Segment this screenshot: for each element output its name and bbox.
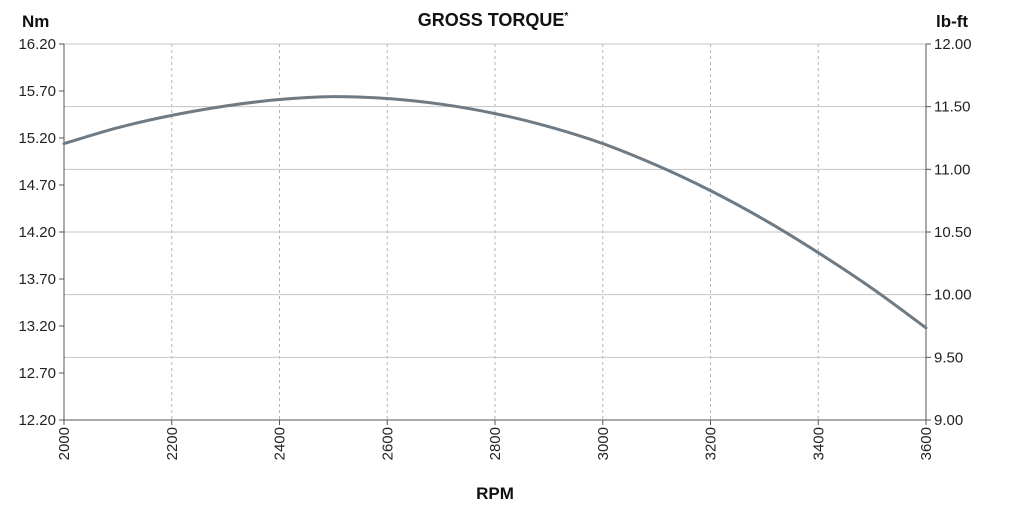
y-right-tick-label: 11.50 <box>934 99 970 116</box>
y-axis-label-left: Nm <box>22 12 49 31</box>
y-left-tick-label: 13.20 <box>18 318 56 335</box>
y-left-tick-label: 15.20 <box>18 130 56 147</box>
tick-labels: 12.20 12.70 13.20 13.70 14.20 14.70 15.20 15.70… <box>18 36 971 460</box>
y-left-tick-label: 12.20 <box>18 412 56 429</box>
series-layer <box>62 95 928 330</box>
x-tick-label: 3400 <box>810 427 827 460</box>
x-tick-label: 3000 <box>595 427 612 460</box>
y-right-tick-label: 10.00 <box>934 287 972 304</box>
y-left-tick-label: 14.20 <box>18 224 56 241</box>
y-left-tick-label: 14.70 <box>18 177 56 194</box>
y-axis-label-right: lb-ft <box>936 12 968 31</box>
grid-lines <box>63 43 927 421</box>
y-right-tick-label: 11.00 <box>934 161 970 178</box>
x-tick-label: 2200 <box>164 427 181 460</box>
x-tick-label: 2000 <box>56 427 73 460</box>
y-left-tick-label: 13.70 <box>18 271 56 288</box>
y-left-tick-label: 16.20 <box>18 36 56 53</box>
x-axis-label: RPM <box>476 484 514 503</box>
x-tick-label: 3200 <box>703 427 720 460</box>
x-tick-label: 2400 <box>272 427 289 460</box>
chart-title: GROSS TORQUE* <box>418 10 569 30</box>
y-right-tick-label: 9.50 <box>934 349 963 366</box>
y-right-tick-label: 9.00 <box>934 412 963 429</box>
x-tick-label: 2800 <box>487 427 504 460</box>
y-right-tick-label: 10.50 <box>934 224 972 241</box>
x-tick-label: 3600 <box>918 427 935 460</box>
y-left-tick-label: 12.70 <box>18 365 56 382</box>
y-right-tick-label: 12.00 <box>934 36 972 53</box>
x-tick-label: 2600 <box>379 427 396 460</box>
y-left-tick-label: 15.70 <box>18 83 56 100</box>
torque-series-line <box>62 95 928 330</box>
